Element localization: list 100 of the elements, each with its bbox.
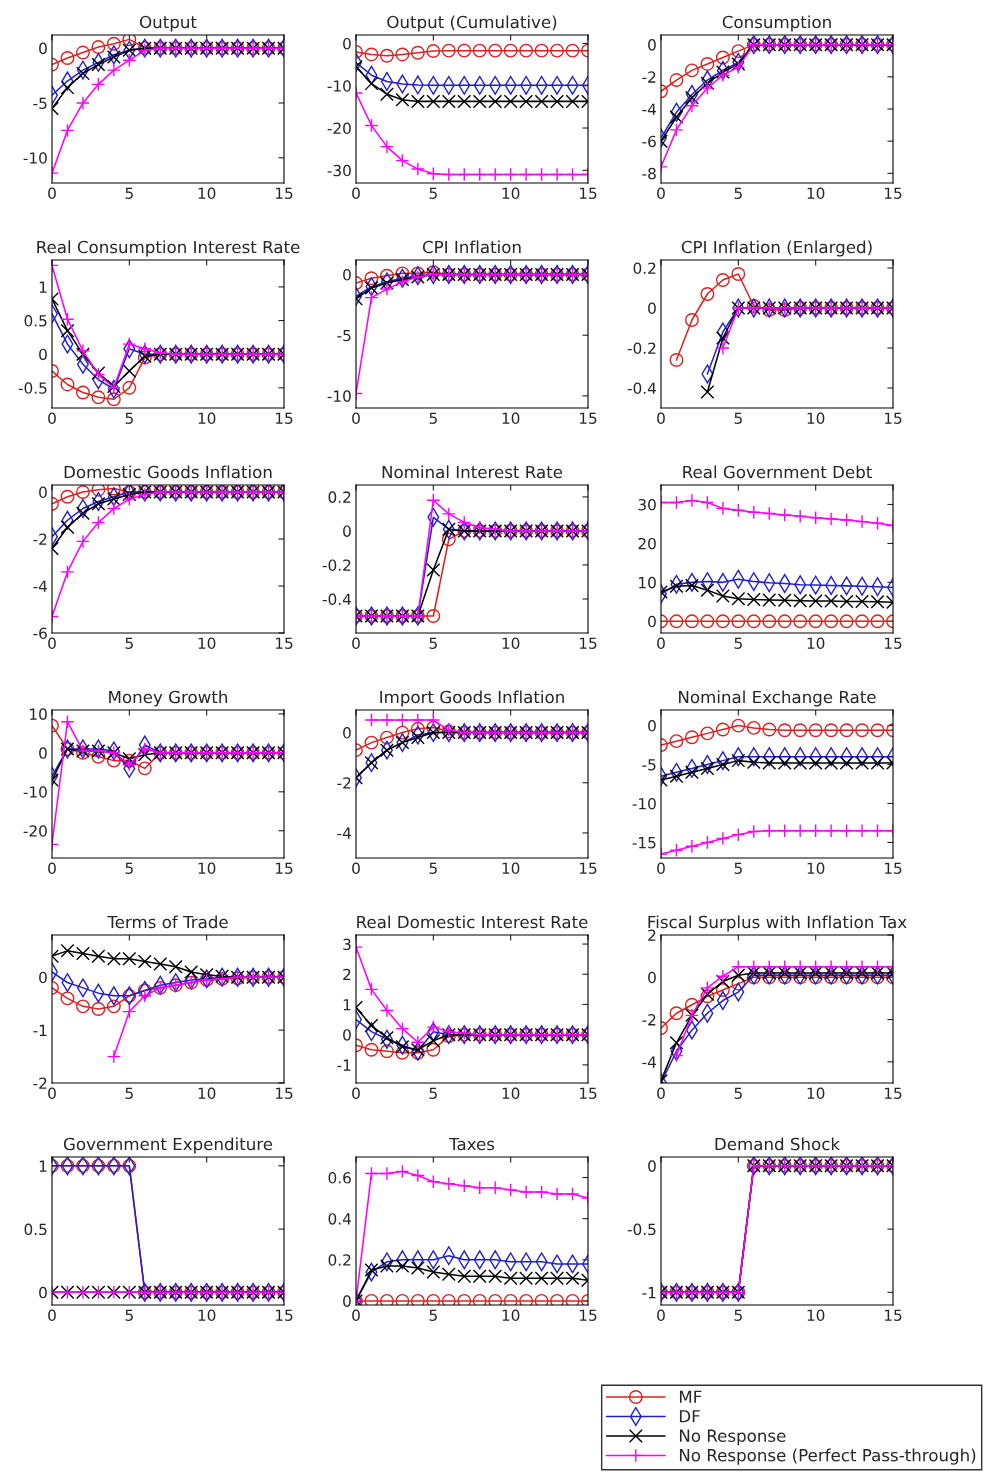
x-tick-label: 10 [807, 1309, 825, 1321]
point [669, 614, 684, 629]
point [715, 331, 730, 345]
point [519, 1293, 534, 1305]
point [60, 323, 75, 338]
point [488, 167, 503, 182]
x-tick-label: 10 [198, 1087, 216, 1099]
point [715, 757, 730, 772]
x-tick-label: 5 [429, 862, 437, 874]
y-tick-label: -10 [327, 390, 351, 402]
point [75, 45, 90, 60]
point [379, 730, 394, 745]
legend-label: MF [679, 1390, 702, 1403]
point [106, 63, 121, 78]
y-tick-label: -1 [33, 1024, 47, 1036]
chart-title: Demand Shock [715, 1137, 841, 1151]
y-tick-label: 0 [39, 348, 47, 361]
point [91, 949, 106, 964]
point [503, 167, 518, 182]
y-tick-label: -5 [337, 329, 351, 342]
x-tick-label: 15 [579, 412, 597, 424]
point [684, 765, 699, 780]
x-tick-label: 5 [734, 862, 742, 874]
point [137, 742, 152, 756]
y-tick-label: 0.4 [328, 1213, 351, 1225]
point [426, 44, 441, 59]
point [441, 43, 456, 58]
point [106, 999, 121, 1014]
point [91, 40, 106, 55]
point [75, 946, 90, 961]
point [684, 98, 699, 113]
point [364, 1166, 379, 1181]
x-tick-label: 15 [275, 862, 293, 874]
y-tick-label: 0 [343, 727, 351, 739]
y-tick-label: 1 [343, 999, 351, 1011]
point [106, 501, 121, 516]
point [700, 583, 715, 598]
y-tick-label: 0 [343, 269, 351, 281]
point [75, 96, 90, 110]
x-tick-label: 0 [657, 187, 665, 199]
point [715, 68, 730, 83]
point [684, 63, 699, 78]
x-tick-label: 15 [275, 187, 293, 199]
x-tick-label: 5 [429, 1087, 437, 1099]
y-tick-label: 0.6 [328, 1172, 351, 1184]
point [534, 43, 549, 58]
point [565, 167, 580, 182]
point [534, 1293, 549, 1305]
point [700, 495, 715, 510]
point [137, 954, 152, 969]
y-tick-label: 0.2 [328, 491, 351, 503]
point [426, 1265, 441, 1280]
point [855, 614, 870, 629]
point [122, 53, 137, 68]
point [379, 48, 394, 63]
y-tick-label: -0.5 [627, 1223, 656, 1236]
y-tick-label: 1 [39, 281, 47, 293]
chart-title: Nominal Exchange Rate [679, 690, 876, 707]
point [762, 722, 777, 737]
x-tick-label: 5 [125, 637, 133, 649]
point [793, 614, 808, 629]
point [550, 167, 565, 182]
x-tick-label: 15 [275, 637, 293, 649]
y-tick-label: 0 [648, 971, 656, 984]
chart-title: Money Growth [109, 690, 228, 707]
point [75, 534, 90, 549]
x-tick-label: 0 [48, 862, 56, 874]
point [75, 347, 90, 362]
point [700, 287, 715, 301]
point [700, 726, 715, 741]
point [731, 718, 746, 733]
point [441, 167, 456, 182]
point [472, 1293, 487, 1305]
point [395, 47, 410, 62]
point [870, 823, 885, 838]
point [410, 1261, 425, 1275]
chart-title: Domestic Goods Inflation [64, 465, 272, 479]
point [550, 1293, 565, 1305]
point [364, 713, 379, 727]
y-tick-label: 0 [39, 486, 47, 499]
chart-title: Government Expenditure [63, 1137, 273, 1154]
point [426, 166, 441, 181]
chart-title: Real Consumption Interest Rate [37, 240, 300, 257]
point [379, 1166, 394, 1181]
y-tick-label: -10 [632, 797, 656, 810]
x-tick-label: 5 [734, 637, 742, 649]
point [808, 723, 823, 738]
point [808, 510, 823, 525]
point [731, 959, 746, 974]
point [106, 392, 121, 407]
y-tick-label: -20 [327, 122, 351, 135]
point [715, 831, 730, 846]
point [839, 959, 854, 974]
y-tick-label: 20 [638, 537, 656, 550]
point [75, 385, 90, 400]
point [519, 167, 534, 182]
point [870, 516, 885, 531]
chart-title: Import Goods Inflation [380, 690, 564, 707]
point [410, 713, 425, 727]
point [808, 823, 823, 838]
